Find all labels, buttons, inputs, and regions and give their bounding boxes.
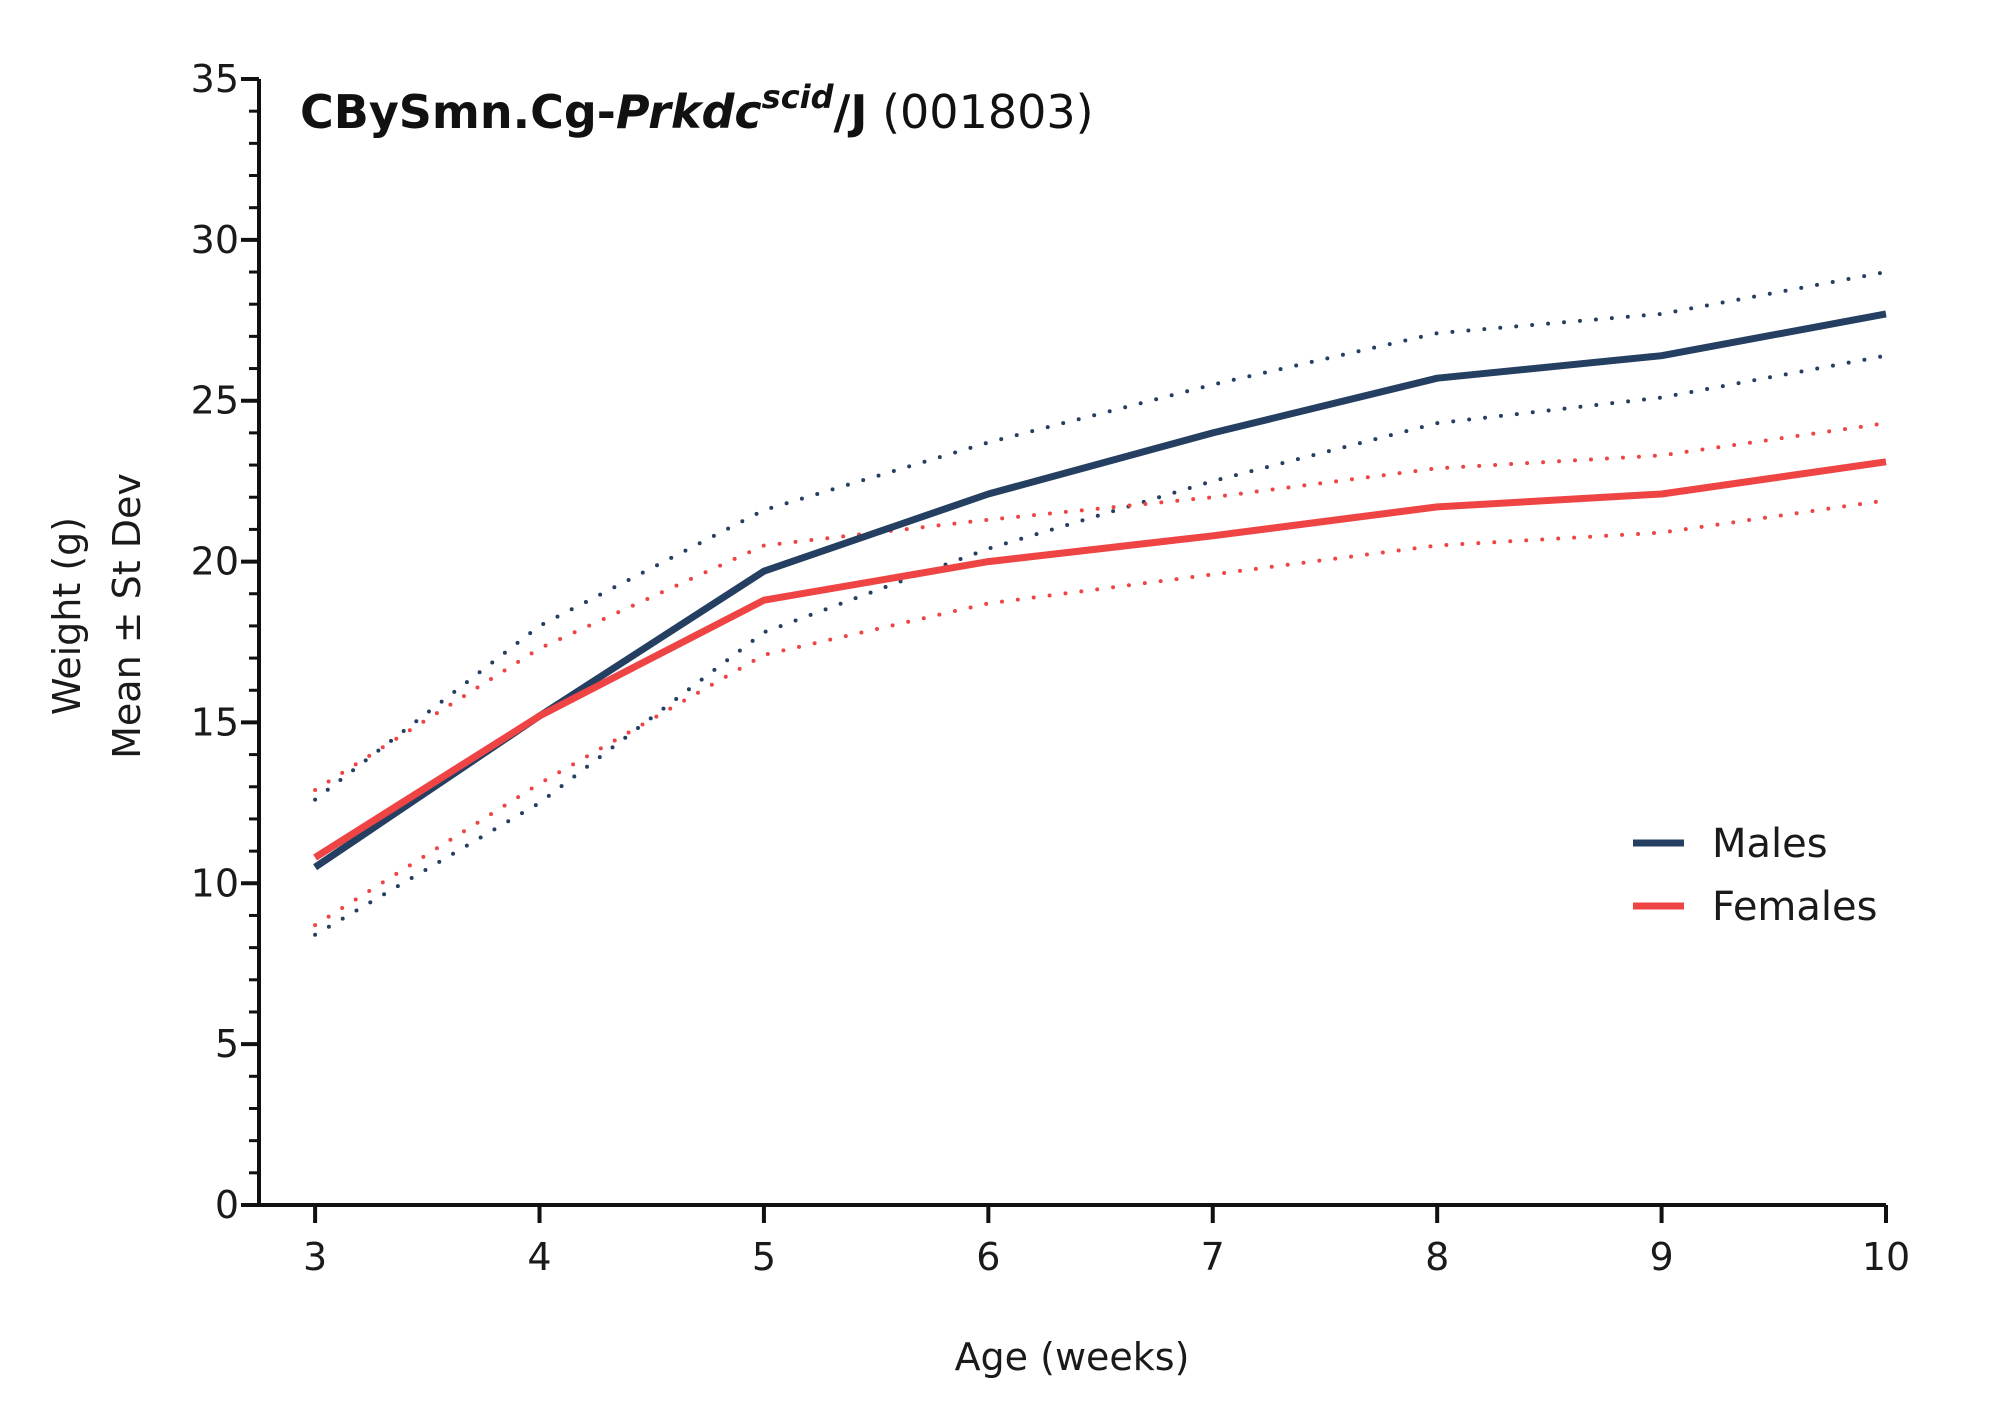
- males-mean-line: [313, 310, 1887, 871]
- x-tick-label: 6: [976, 1235, 1000, 1279]
- title-gene: Prkdc: [616, 85, 762, 139]
- x-tick-label: 10: [1862, 1235, 1910, 1279]
- y-tick-label: 0: [215, 1183, 239, 1227]
- y-tick-label: 35: [191, 57, 239, 101]
- males-lower-sd-line: [313, 353, 1888, 937]
- females-upper-sd-line: [313, 421, 1888, 792]
- title-prefix: CBySmn.Cg-: [300, 85, 616, 139]
- x-axis: 3 4 5 6 7 8 9 10: [257, 1203, 1910, 1279]
- y-axis: 0 5 10 15 20 25 30 35: [191, 57, 261, 1227]
- y-tick-label: 25: [191, 379, 239, 423]
- title-superscript: scid: [762, 78, 835, 116]
- y-tick-label: 10: [191, 861, 239, 905]
- x-tick-label: 9: [1649, 1235, 1673, 1279]
- y-axis-title-line1: Weight (g): [45, 517, 89, 715]
- x-axis-title: Age (weeks): [955, 1335, 1190, 1379]
- legend: Males Females: [1633, 821, 1877, 930]
- x-tick-label: 5: [752, 1235, 776, 1279]
- title-suffix: /J: [834, 85, 868, 139]
- y-tick-label: 5: [215, 1022, 239, 1066]
- x-tick-label: 3: [303, 1235, 327, 1279]
- males-upper-sd-line: [313, 270, 1888, 802]
- y-tick-label: 30: [191, 218, 239, 262]
- chart-title: CBySmn.Cg-Prkdcscid/J (001803): [300, 78, 1094, 139]
- series-layer: [313, 270, 1888, 937]
- y-axis-title-line2: Mean ± St Dev: [105, 473, 149, 759]
- x-tick-label: 7: [1201, 1235, 1225, 1279]
- title-stock: (001803): [867, 85, 1093, 139]
- y-tick-label: 15: [191, 700, 239, 744]
- legend-label-males: Males: [1712, 821, 1828, 867]
- y-tick-label: 20: [191, 540, 239, 584]
- legend-label-females: Females: [1712, 884, 1877, 930]
- svg-text:CBySmn.Cg-Prkdcscid/J (001803): CBySmn.Cg-Prkdcscid/J (001803): [300, 78, 1094, 139]
- females-mean-line: [313, 458, 1887, 861]
- x-tick-label: 8: [1425, 1235, 1449, 1279]
- x-tick-label: 4: [527, 1235, 551, 1279]
